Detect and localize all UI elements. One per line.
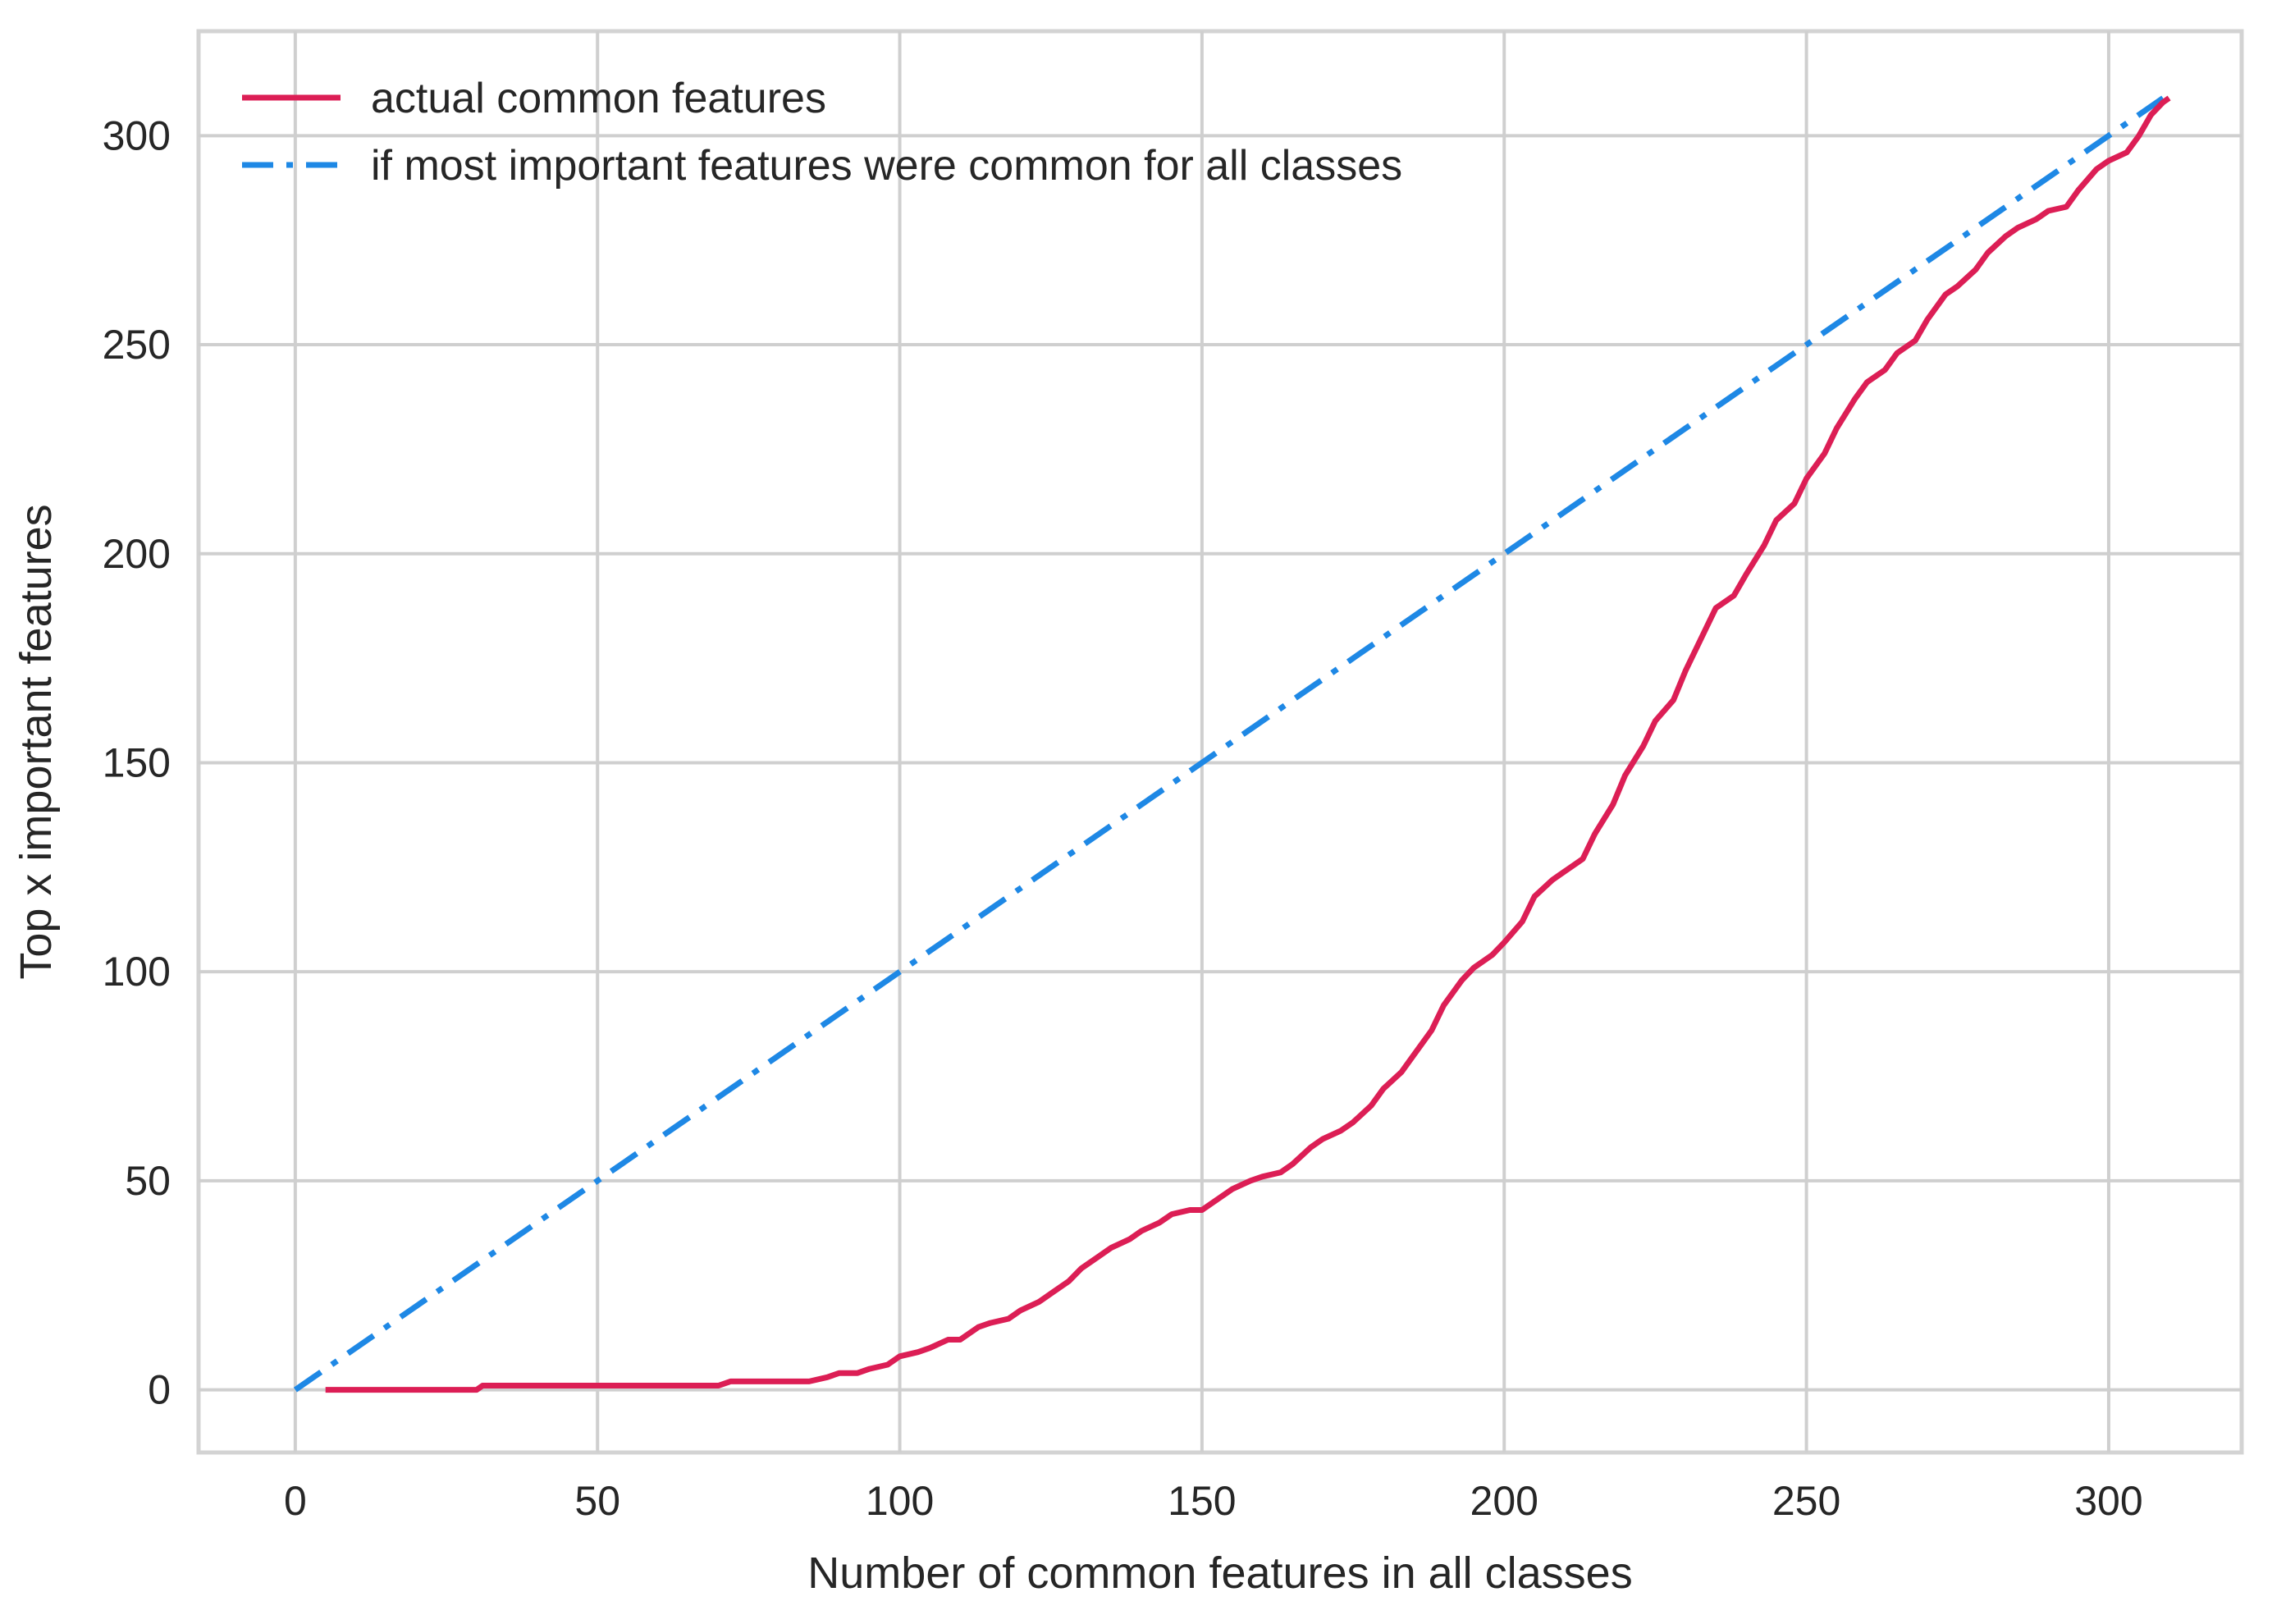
- legend-label-ideal: if most important features were common f…: [371, 142, 1402, 190]
- tick-labels: 0 50 100 150 200 250 300 0 50 100 150 200 250 300: [103, 112, 2143, 1524]
- x-tick-label: 300: [2074, 1478, 2142, 1524]
- x-tick-label: 200: [1470, 1478, 1538, 1524]
- series-line-ideal: [293, 95, 2165, 1393]
- legend: actual common features if most important…: [242, 75, 1402, 190]
- legend-label-actual: actual common features: [371, 75, 826, 122]
- y-tick-label: 50: [125, 1158, 171, 1204]
- y-tick-label: 250: [103, 322, 171, 368]
- x-tick-label: 250: [1772, 1478, 1840, 1524]
- series-line-actual: [325, 95, 2171, 1393]
- y-axis-title: Top x important features: [11, 504, 61, 979]
- y-tick-label: 100: [103, 949, 171, 995]
- y-tick-label: 200: [103, 531, 171, 577]
- x-tick-label: 50: [574, 1478, 620, 1524]
- x-tick-label: 150: [1168, 1478, 1236, 1524]
- grid-lines: [199, 31, 2242, 1452]
- y-tick-label: 300: [103, 112, 171, 158]
- series-lines: [293, 95, 2171, 1393]
- x-axis-title: Number of common features in all classes: [807, 1549, 1632, 1598]
- plot-frame: [196, 29, 2244, 1455]
- y-tick-label: 150: [103, 739, 171, 785]
- x-tick-label: 100: [866, 1478, 934, 1524]
- y-tick-label: 0: [148, 1367, 171, 1413]
- x-tick-label: 0: [284, 1478, 307, 1524]
